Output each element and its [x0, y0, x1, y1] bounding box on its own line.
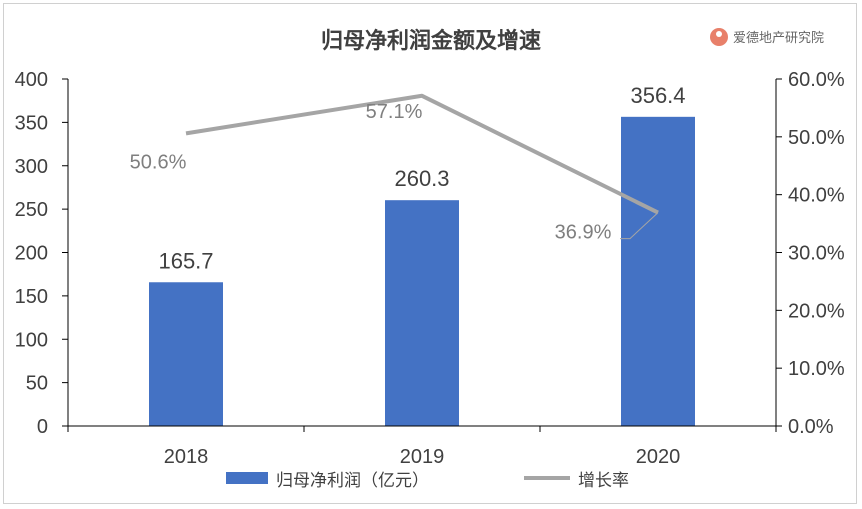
left-tick-label: 0	[37, 416, 48, 438]
bar-value-label: 356.4	[630, 83, 685, 108]
watermark: 爱德地产研究院	[710, 28, 824, 46]
growth-line-path	[185, 93, 659, 215]
chart-title: 归母净利润金额及增速	[321, 28, 541, 54]
left-tick-label: 350	[15, 112, 48, 134]
left-tick-label: 150	[15, 286, 48, 308]
legend-line-label: 增长率	[578, 471, 629, 491]
growth-line: 50.6% 57.1% 36.9%	[130, 93, 659, 244]
growth-value-label: 57.1%	[366, 101, 423, 123]
legend-bar-swatch	[226, 472, 268, 484]
chart-frame: 归母净利润金额及增速 爱德地产研究院 0 50 100 150 200 250 300 350…	[3, 3, 857, 504]
category-label: 2018	[164, 446, 209, 468]
bar	[149, 282, 223, 426]
right-tick-label: 10.0%	[788, 358, 845, 380]
category-label: 2020	[636, 446, 681, 468]
left-tick-label: 250	[15, 199, 48, 221]
left-axis-ticks: 0 50 100 150 200 250 300 350 400	[15, 69, 48, 438]
bar	[385, 200, 459, 426]
bars: 165.7 260.3 356.4	[149, 83, 695, 426]
left-tick-label: 300	[15, 156, 48, 178]
bar-value-label: 165.7	[158, 248, 213, 273]
right-tick-label: 30.0%	[788, 243, 845, 265]
left-tick-label: 100	[15, 329, 48, 351]
watermark-text: 爱德地产研究院	[733, 31, 824, 46]
legend: 归母净利润（亿元） 增长率	[226, 471, 629, 491]
left-tick-label: 200	[15, 243, 48, 265]
right-tick-label: 40.0%	[788, 185, 845, 207]
bar	[621, 116, 695, 426]
axes	[62, 78, 782, 432]
right-tick-label: 60.0%	[788, 69, 845, 91]
label-leader-line	[620, 212, 659, 240]
left-tick-label: 400	[15, 69, 48, 91]
right-tick-label: 50.0%	[788, 127, 845, 149]
chart-svg: 归母净利润金额及增速 爱德地产研究院 0 50 100 150 200 250 300 350…	[15, 28, 845, 491]
watermark-logo-head-icon	[716, 31, 722, 37]
category-label: 2019	[400, 446, 445, 468]
legend-bar-label: 归母净利润（亿元）	[276, 471, 429, 491]
right-tick-label: 20.0%	[788, 300, 845, 322]
bar-value-label: 260.3	[394, 166, 449, 191]
growth-value-label: 36.9%	[555, 222, 612, 244]
right-axis-ticks: 0.0% 10.0% 20.0% 30.0% 40.0% 50.0% 60.0%	[788, 69, 845, 438]
category-labels: 2018 2019 2020	[164, 446, 681, 468]
growth-value-label: 50.6%	[130, 151, 187, 173]
right-tick-label: 0.0%	[788, 416, 834, 438]
left-tick-label: 50	[26, 373, 48, 395]
